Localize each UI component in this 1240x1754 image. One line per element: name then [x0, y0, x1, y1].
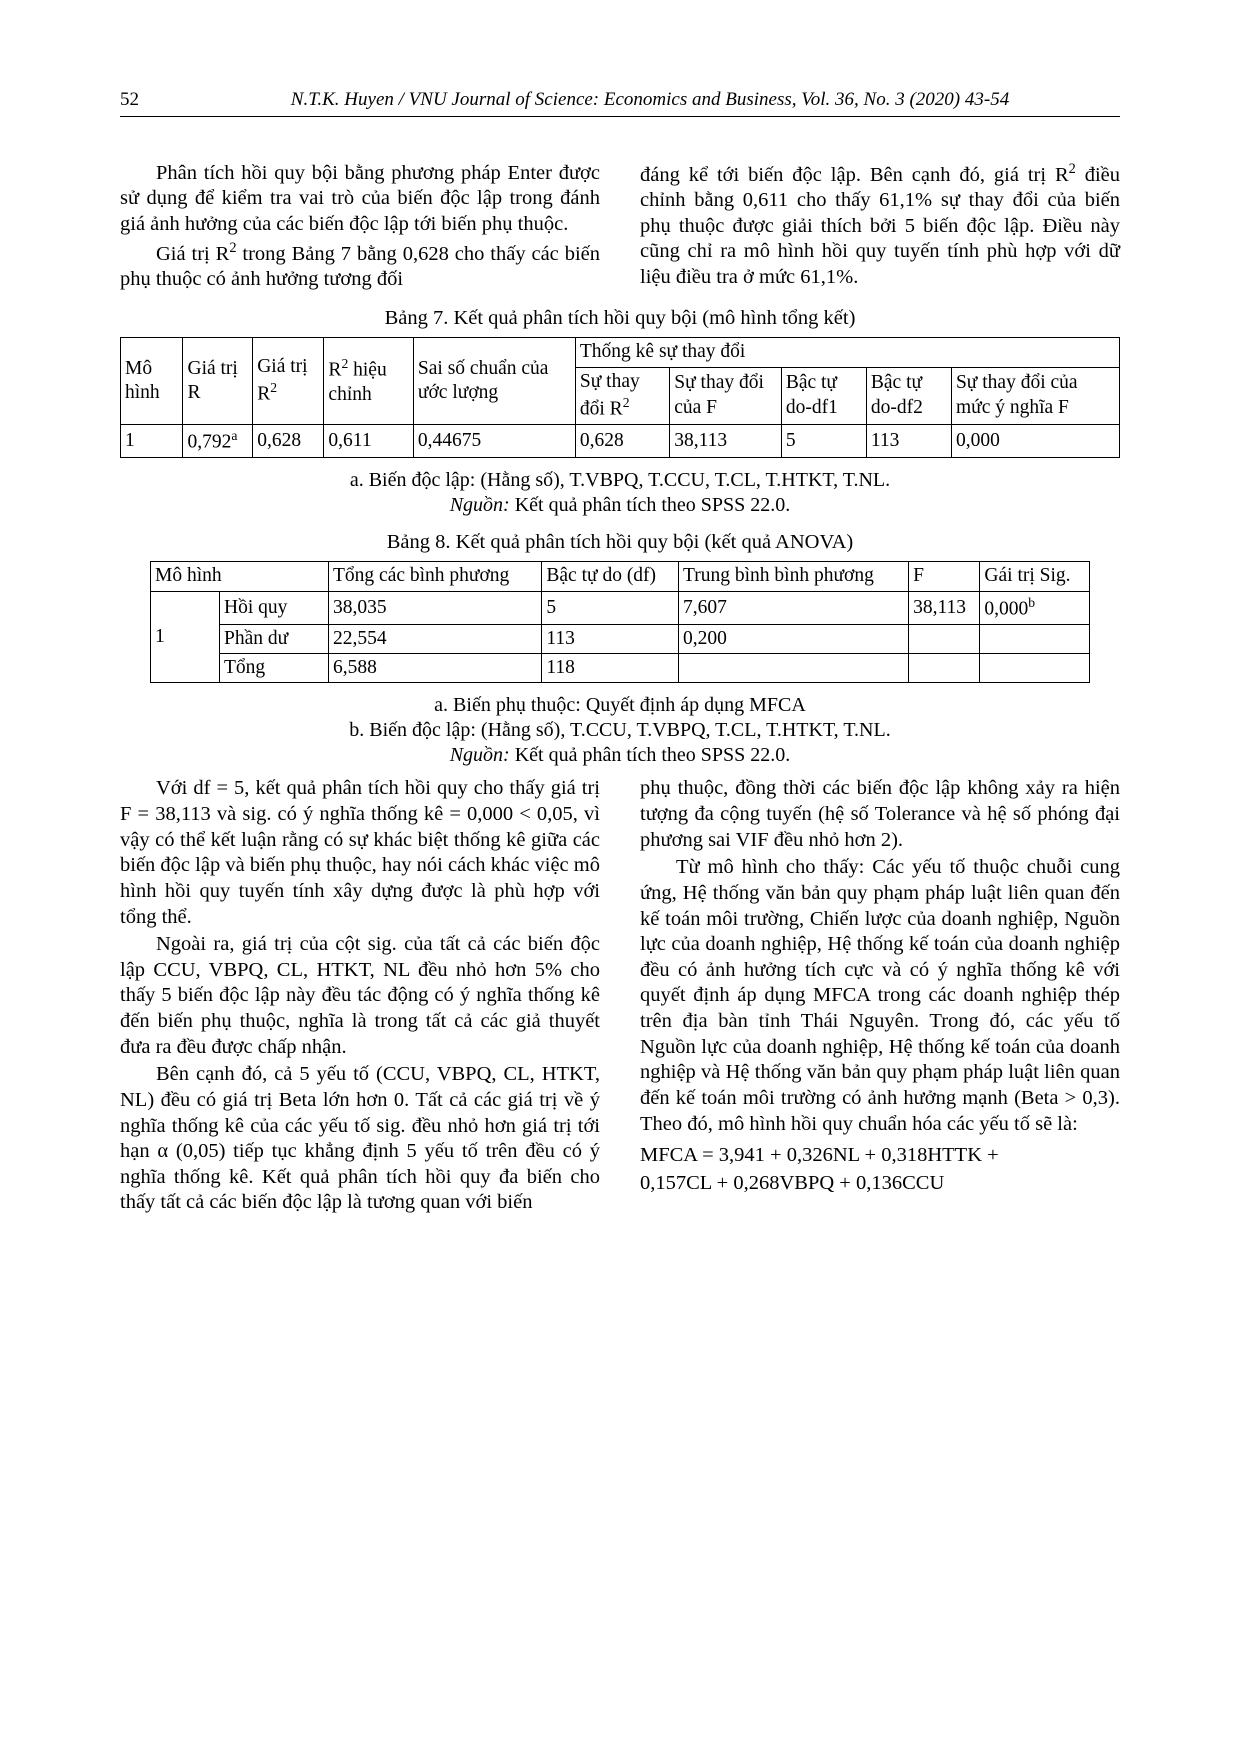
th: Sự thay đổi của F [670, 367, 782, 424]
table7: Mô hình Giá trị R Giá trị R2 R2 hiệu chỉ… [120, 337, 1120, 458]
table7-notes: a. Biến độc lập: (Hằng số), T.VBPQ, T.CC… [120, 468, 1120, 518]
text: 0,000 [984, 598, 1028, 619]
th: Sự thay đổi R2 [575, 367, 669, 424]
body-columns: Với df = 5, kết quả phân tích hồi quy ch… [120, 776, 1120, 1216]
td: 0,000b [980, 591, 1090, 624]
equation: 0,157CL + 0,268VBPQ + 0,136CCU [640, 1171, 1120, 1197]
table-row: 1 Hồi quy 38,035 5 7,607 38,113 0,000b [151, 591, 1090, 624]
table-row: Mô hình Tổng các bình phương Bậc tự do (… [151, 562, 1090, 591]
th: Tổng các bình phương [329, 562, 542, 591]
text: Giá trị R [257, 356, 307, 405]
th: Sai số chuẩn của ước lượng [413, 338, 575, 425]
td: 1 [121, 424, 183, 457]
th: Sự thay đổi của mức ý nghĩa F [951, 367, 1119, 424]
source-label: Nguồn: [450, 494, 510, 516]
td: 5 [781, 424, 866, 457]
sup: 2 [229, 240, 236, 256]
para: Từ mô hình cho thấy: Các yếu tố thuộc ch… [640, 855, 1120, 1137]
text: Sự thay đổi R [580, 371, 640, 420]
para: Bên cạnh đó, cả 5 yếu tố (CCU, VBPQ, CL,… [120, 1062, 600, 1216]
td: 0,44675 [413, 424, 575, 457]
td [980, 624, 1090, 653]
sup: 2 [270, 380, 277, 395]
sup: a [231, 428, 237, 443]
para: Với df = 5, kết quả phân tích hồi quy ch… [120, 776, 600, 930]
td [679, 654, 909, 683]
td: 113 [542, 624, 679, 653]
equation: MFCA = 3,941 + 0,326NL + 0,318HTTK + [640, 1143, 1120, 1169]
note-a: a. Biến phụ thuộc: Quyết định áp dụng MF… [434, 694, 806, 716]
source-text: Kết quả phân tích theo SPSS 22.0. [510, 744, 791, 766]
th: F [909, 562, 980, 591]
td: Phần dư [220, 624, 329, 653]
note-a: a. Biến độc lập: (Hằng số), T.VBPQ, T.CC… [350, 469, 890, 491]
para: đáng kể tới biến độc lập. Bên cạnh đó, g… [640, 161, 1120, 291]
text: Giá trị R [156, 242, 229, 264]
th: Bậc tự do-df2 [866, 367, 951, 424]
td [909, 654, 980, 683]
td: 113 [866, 424, 951, 457]
para: phụ thuộc, đồng thời các biến độc lập kh… [640, 776, 1120, 853]
td: 0,628 [575, 424, 669, 457]
source-label: Nguồn: [450, 744, 510, 766]
th: Giá trị R [183, 338, 253, 425]
note-b: b. Biến độc lập: (Hằng số), T.CCU, T.VBP… [349, 719, 890, 741]
th: Mô hình [151, 562, 329, 591]
td: 38,035 [329, 591, 542, 624]
td: Tổng [220, 654, 329, 683]
td [980, 654, 1090, 683]
td: 118 [542, 654, 679, 683]
td: 0,628 [253, 424, 324, 457]
td: 5 [542, 591, 679, 624]
td: 1 [151, 591, 220, 683]
th: Gái trị Sig. [980, 562, 1090, 591]
running-header: 52 N.T.K. Huyen / VNU Journal of Science… [120, 88, 1120, 117]
table-row: 1 0,792a 0,628 0,611 0,44675 0,628 38,11… [121, 424, 1120, 457]
td: 22,554 [329, 624, 542, 653]
page-number: 52 [120, 88, 180, 112]
th: Giá trị R2 [253, 338, 324, 425]
td [909, 624, 980, 653]
sup: 2 [623, 395, 630, 410]
sup: 2 [1069, 161, 1076, 177]
th: Mô hình [121, 338, 183, 425]
td: 6,588 [329, 654, 542, 683]
table-row: Mô hình Giá trị R Giá trị R2 R2 hiệu chỉ… [121, 338, 1120, 367]
th: Bậc tự do (df) [542, 562, 679, 591]
text: 0,792 [187, 431, 231, 452]
th: Bậc tự do-df1 [781, 367, 866, 424]
sup: b [1028, 595, 1035, 610]
table-row: Tổng 6,588 118 [151, 654, 1090, 683]
source-text: Kết quả phân tích theo SPSS 22.0. [510, 494, 791, 516]
td: 0,792a [183, 424, 253, 457]
td: 38,113 [909, 591, 980, 624]
header-title: N.T.K. Huyen / VNU Journal of Science: E… [180, 88, 1120, 112]
td: Hồi quy [220, 591, 329, 624]
table8: Mô hình Tổng các bình phương Bậc tự do (… [150, 561, 1090, 683]
td: 0,611 [324, 424, 414, 457]
th: Thống kê sự thay đổi [575, 338, 1119, 367]
text: R [328, 360, 341, 381]
td: 0,200 [679, 624, 909, 653]
th: R2 hiệu chỉnh [324, 338, 414, 425]
td: 0,000 [951, 424, 1119, 457]
table8-caption: Bảng 8. Kết quả phân tích hồi quy bội (k… [120, 530, 1120, 556]
th: Trung bình bình phương [679, 562, 909, 591]
td: 38,113 [670, 424, 782, 457]
text: đáng kể tới biến độc lập. Bên cạnh đó, g… [640, 164, 1069, 186]
table7-caption: Bảng 7. Kết quả phân tích hồi quy bội (m… [120, 306, 1120, 332]
para: Ngoài ra, giá trị của cột sig. của tất c… [120, 932, 600, 1060]
para: Giá trị R2 trong Bảng 7 bằng 0,628 cho t… [120, 240, 600, 293]
td: 7,607 [679, 591, 909, 624]
table-row: Phần dư 22,554 113 0,200 [151, 624, 1090, 653]
para: Phân tích hồi quy bội bằng phương pháp E… [120, 161, 600, 238]
intro-columns: Phân tích hồi quy bội bằng phương pháp E… [120, 161, 1120, 294]
table8-notes: a. Biến phụ thuộc: Quyết định áp dụng MF… [120, 693, 1120, 768]
